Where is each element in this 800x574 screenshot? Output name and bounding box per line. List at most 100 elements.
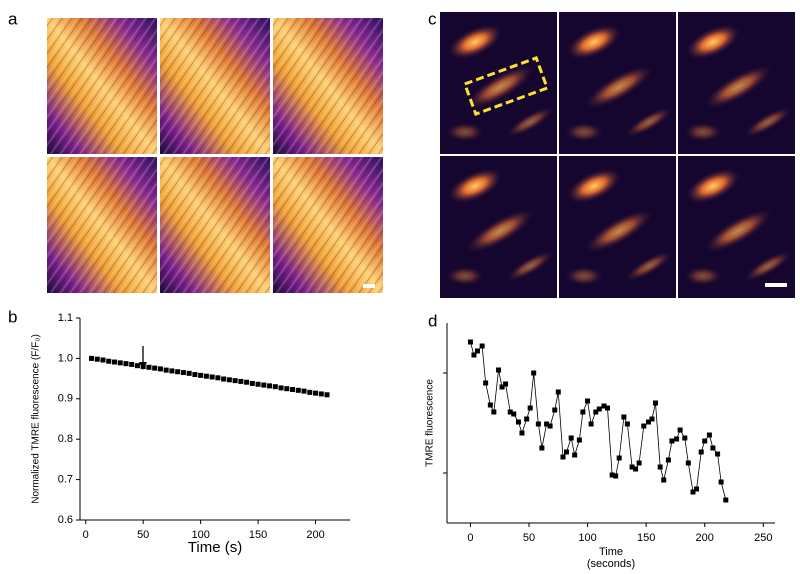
y-axis-label: TMRE fluorescence: [425, 379, 436, 467]
data-point: [593, 409, 599, 415]
data-point: [479, 343, 485, 349]
data-point: [674, 436, 680, 442]
x-tick-label: 200: [306, 529, 324, 541]
panel-label: c: [428, 9, 437, 28]
data-point: [544, 421, 550, 427]
data-point: [629, 464, 635, 470]
x-tick-label: 50: [137, 529, 149, 541]
data-point: [596, 406, 602, 412]
data-point: [209, 374, 215, 380]
x-axis-label: Time: [599, 546, 623, 558]
data-point: [624, 421, 630, 427]
data-point: [524, 416, 530, 422]
data-point: [140, 363, 146, 369]
y-tick-label: 0.8: [58, 433, 73, 445]
data-point: [507, 409, 513, 415]
data-point: [324, 392, 330, 398]
data-point: [503, 381, 509, 387]
data-point: [604, 405, 610, 411]
data-point: [267, 383, 273, 389]
data-point: [94, 356, 100, 362]
data-point: [580, 409, 586, 415]
micrograph-set-a: [47, 18, 383, 293]
data-point: [555, 389, 561, 395]
data-point: [129, 361, 135, 367]
y-axis-label: Normalized TMRE fluorescence (F/F₀): [31, 334, 42, 504]
data-point: [535, 421, 541, 427]
x-axis-label: (seconds): [587, 558, 635, 570]
data-point: [698, 449, 704, 455]
data-point: [157, 366, 163, 372]
data-point: [585, 398, 591, 404]
data-point: [255, 381, 261, 387]
data-point: [215, 375, 221, 381]
data-point: [307, 389, 313, 395]
x-tick-label: 0: [467, 532, 473, 544]
data-point: [295, 387, 301, 393]
data-point: [198, 372, 204, 378]
x-tick-label: 250: [754, 532, 772, 544]
x-tick-label: 100: [191, 529, 209, 541]
data-point: [657, 464, 663, 470]
panel-label: d: [428, 311, 437, 330]
x-tick-label: 0: [83, 529, 89, 541]
data-point: [515, 419, 521, 425]
data-point: [152, 365, 158, 371]
data-point: [169, 368, 175, 374]
data-point: [232, 378, 238, 384]
data-point: [249, 380, 255, 386]
data-point: [238, 378, 244, 384]
data-point: [715, 451, 721, 457]
panel-label: b: [8, 307, 17, 326]
data-point: [226, 377, 232, 383]
data-point: [641, 423, 647, 429]
data-point: [180, 370, 186, 376]
data-point: [301, 388, 307, 394]
data-point: [710, 445, 716, 451]
data-point: [601, 403, 607, 409]
data-point: [106, 358, 112, 364]
data-point: [163, 367, 169, 373]
data-point: [636, 460, 642, 466]
data-point: [192, 372, 198, 378]
x-tick-label: 150: [637, 532, 655, 544]
data-point: [496, 367, 502, 373]
data-point: [572, 452, 578, 458]
data-point: [117, 360, 123, 366]
data-point: [499, 384, 505, 390]
data-point: [203, 373, 209, 379]
data-point: [186, 370, 192, 376]
data-point: [261, 382, 267, 388]
micrograph-set-c: [440, 12, 797, 298]
data-point: [616, 455, 622, 461]
data-point: [685, 460, 691, 466]
x-axis-label: Time (s): [188, 539, 242, 556]
data-point: [563, 449, 569, 455]
data-point: [491, 409, 497, 415]
data-point: [690, 489, 696, 495]
data-point: [519, 430, 525, 436]
data-point: [568, 435, 574, 441]
data-point: [467, 339, 473, 345]
data-point: [487, 402, 493, 408]
data-point: [531, 370, 537, 376]
data-point: [539, 445, 545, 451]
y-tick-label: 0.7: [58, 474, 73, 486]
data-point: [474, 348, 480, 354]
data-point: [111, 359, 117, 365]
x-tick-label: 100: [578, 532, 596, 544]
y-tick-label: 1.0: [58, 352, 73, 364]
data-point: [290, 387, 296, 393]
data-point: [645, 419, 651, 425]
data-point: [560, 454, 566, 460]
data-point: [633, 466, 639, 472]
data-point: [552, 407, 558, 413]
data-point: [483, 380, 489, 386]
data-point: [653, 400, 659, 406]
data-point: [702, 438, 708, 444]
data-point: [621, 414, 627, 420]
data-point: [661, 477, 667, 483]
data-point: [723, 497, 729, 503]
data-point: [100, 357, 106, 363]
